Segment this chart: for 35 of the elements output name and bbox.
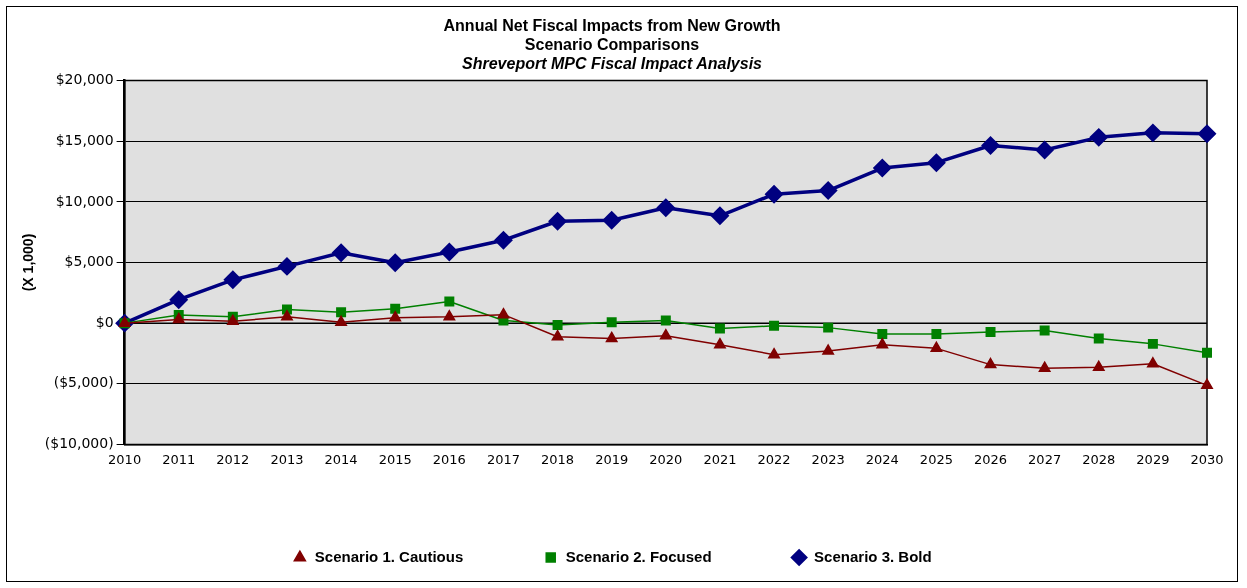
x-tick-label: 2026 — [973, 451, 1008, 467]
x-tick-label: 2029 — [1136, 451, 1170, 467]
x-tick-label: 2011 — [162, 451, 196, 467]
y-tick-label: ($10,000) — [44, 435, 114, 452]
text: Annual Net Fiscal Impacts from New Growth — [443, 17, 781, 35]
y-tick-label: $10,000 — [55, 192, 114, 209]
x-tick-label: 2027 — [1028, 451, 1062, 467]
x-tick-label: 2021 — [703, 451, 737, 467]
x-tick-label: 2019 — [595, 451, 629, 467]
legend-label: Scenario 3. Bold — [814, 547, 932, 565]
legend-label: Scenario 1. Cautious — [314, 547, 464, 565]
y-tick-label: $0 — [95, 313, 114, 330]
x-tick-label: 2022 — [757, 451, 791, 467]
x-tick-label: 2020 — [649, 451, 683, 467]
x-tick-label: 2012 — [216, 451, 250, 467]
x-tick-label: 2017 — [486, 451, 520, 467]
x-tick-label: 2014 — [324, 451, 358, 467]
y-tick-label: $5,000 — [64, 253, 114, 270]
y-tick-label: $15,000 — [55, 131, 114, 148]
x-tick-label: 2028 — [1082, 451, 1116, 467]
x-tick-label: 2024 — [865, 451, 899, 467]
x-tick-label: 2015 — [378, 451, 412, 467]
text: Scenario Comparisons — [524, 36, 700, 54]
y-axis-title: (X 1,000) — [20, 233, 37, 292]
x-tick-label: 2016 — [432, 451, 466, 467]
x-tick-label: 2025 — [919, 451, 953, 467]
y-tick-label: ($5,000) — [53, 374, 114, 391]
x-tick-label: 2013 — [270, 451, 304, 467]
x-tick-label: 2030 — [1190, 451, 1224, 467]
y-tick-label: $20,000 — [55, 71, 114, 88]
x-tick-label: 2023 — [811, 451, 845, 467]
x-tick-label: 2010 — [108, 451, 142, 467]
legend-label: Scenario 2. Focused — [565, 547, 712, 565]
chart-subtitle: Shreveport MPC Fiscal Impact Analysis — [462, 55, 763, 73]
x-tick-label: 2018 — [541, 451, 575, 467]
